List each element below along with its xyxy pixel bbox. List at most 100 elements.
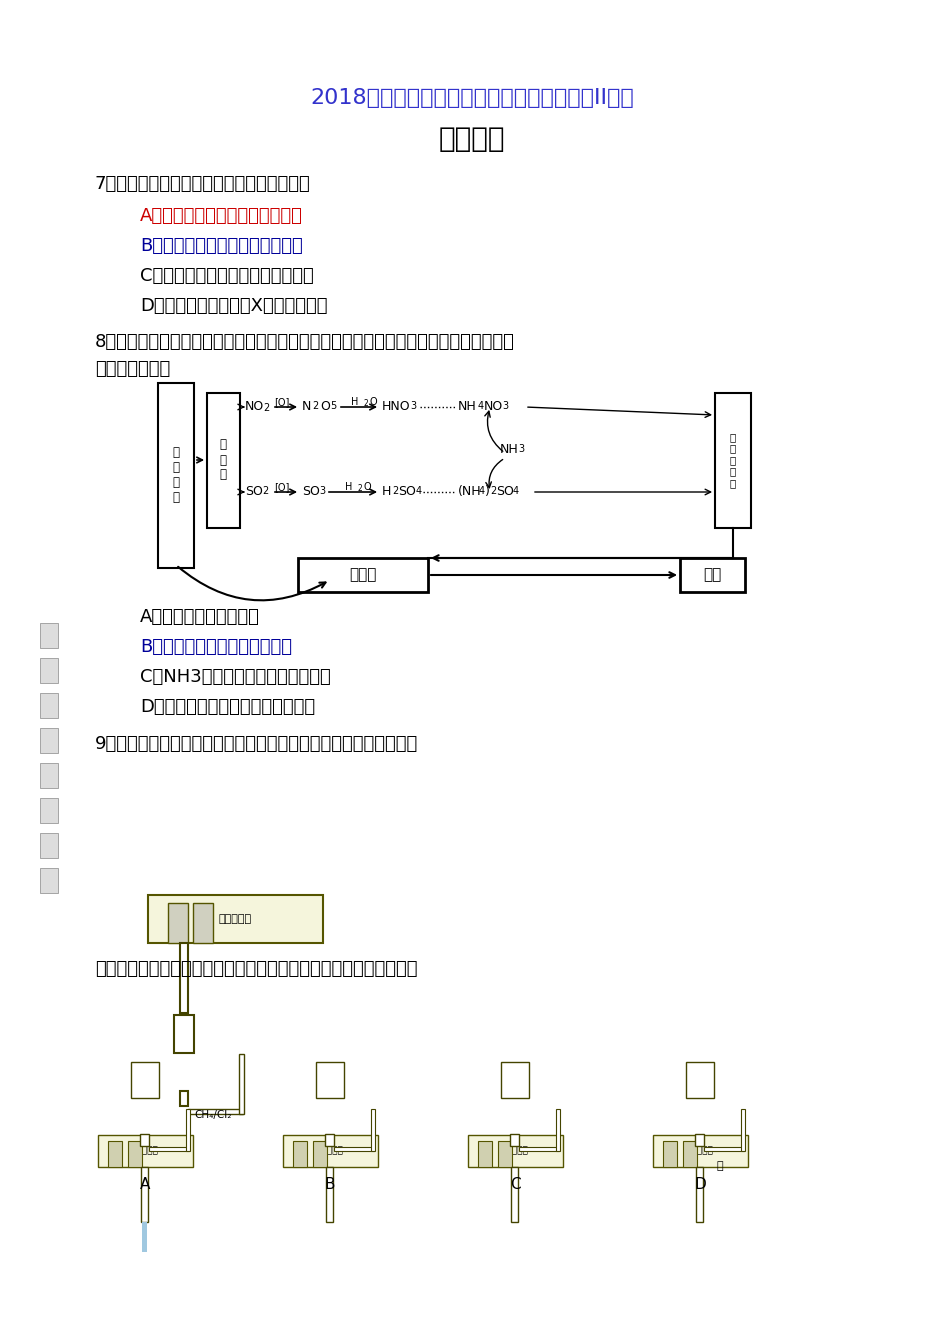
Text: C．NH3是形成无机颗粒物的催化剂: C．NH3是形成无机颗粒物的催化剂 [140,668,330,686]
Text: D: D [694,1177,705,1193]
Text: B: B [325,1177,335,1193]
Text: 3: 3 [410,401,415,410]
Bar [511,1167,517,1222]
Bar [740,1108,744,1151]
Text: 2018年普通高等学校全国统一考试（新课标II卷）: 2018年普通高等学校全国统一考试（新课标II卷） [310,88,633,108]
Bar [315,1062,344,1098]
Text: 饱和食盐水: 饱和食盐水 [218,915,251,924]
Text: H: H [345,483,352,492]
Bar [40,833,58,858]
Bar [297,558,428,592]
Bar [40,658,58,683]
Text: 8．研究表明，氮氧化物和二氧化硫在形成雾霾时与大气中的氨有关（如下图所示），下: 8．研究表明，氮氧化物和二氧化硫在形成雾霾时与大气中的氨有关（如下图所示），下 [95,333,514,352]
Bar [40,868,58,893]
Text: O: O [362,483,370,492]
Bar [127,1140,142,1167]
Text: C．氢氧化铝可用于中和过多的胃酸: C．氢氧化铝可用于中和过多的胃酸 [140,267,313,285]
Bar [239,1054,244,1114]
Text: 饱和食盐水: 饱和食盐水 [316,1147,343,1155]
Text: 7．化学与生活密切相关，下列说法错误的是: 7．化学与生活密切相关，下列说法错误的是 [95,175,311,193]
Text: 2: 2 [312,401,318,410]
Text: 燃
料
燃
烧: 燃 料 燃 烧 [173,447,179,504]
Text: 列叙述错误的是: 列叙述错误的是 [95,360,170,378]
Bar [148,894,323,943]
Text: SO: SO [244,485,262,497]
Text: O: O [320,400,329,413]
Bar [467,1135,563,1167]
Bar [186,1108,190,1151]
Text: 5: 5 [329,401,336,410]
Bar [179,943,188,1013]
Text: 2: 2 [262,402,269,413]
Text: 4: 4 [479,487,484,496]
Text: 3: 3 [501,401,508,410]
Text: 2: 2 [362,398,367,408]
Bar [703,1147,743,1151]
Bar [663,1140,676,1167]
Text: H: H [351,397,359,406]
Text: 气
体
物: 气 体 物 [219,439,227,481]
Text: 2: 2 [392,487,397,496]
Bar [282,1135,378,1167]
Bar [40,798,58,824]
Text: 饱和食盐水: 饱和食盐水 [131,1147,159,1155]
Bar [40,729,58,753]
Text: B．漂白粉可用于生活用水的消毒: B．漂白粉可用于生活用水的消毒 [140,237,302,255]
Text: D．雾霾的形成与过度施用氮肥有关: D．雾霾的形成与过度施用氮肥有关 [140,698,314,717]
Bar [98,1135,193,1167]
Text: ): ) [484,485,489,497]
Bar [142,1222,147,1251]
Text: 雾霾: 雾霾 [702,567,720,583]
Bar [333,1147,374,1151]
Text: SO: SO [397,485,415,497]
Text: O: O [368,397,377,406]
Text: 油: 油 [716,1161,722,1171]
Text: B．雾霾中含有硝酸铵和硫酸铵: B．雾霾中含有硝酸铵和硫酸铵 [140,638,292,656]
Bar [478,1140,492,1167]
Text: (NH: (NH [458,485,481,497]
Bar [555,1108,560,1151]
Text: SO: SO [302,485,319,497]
Bar [141,1167,148,1222]
Text: D．碳酸钡可用于胃肠X射线造影检查: D．碳酸钡可用于胃肠X射线造影检查 [140,297,328,316]
Text: 3: 3 [517,444,524,455]
Bar [40,623,58,648]
Text: [O]: [O] [274,483,290,492]
Text: 4: 4 [478,401,483,410]
Bar [685,1062,714,1098]
Text: 光照下反应一段时间后，下列装置示意图中能正确反应实验现象的是: 光照下反应一段时间后，下列装置示意图中能正确反应实验现象的是 [95,960,417,977]
Bar [188,1108,243,1114]
Text: NO: NO [244,400,264,413]
Bar [312,1140,327,1167]
Text: 化学部分: 化学部分 [438,124,505,152]
Bar [680,558,744,592]
Text: HNO: HNO [381,400,411,413]
Bar [207,393,240,528]
Text: NH: NH [458,400,476,413]
Text: 无
机
颗
粒
物: 无 机 颗 粒 物 [729,432,735,488]
Bar [500,1062,529,1098]
Bar [371,1108,375,1151]
Bar [326,1167,332,1222]
Bar [108,1140,122,1167]
Text: 4: 4 [513,487,518,496]
Bar [179,1091,188,1106]
Bar [149,1147,189,1151]
Bar [158,382,194,568]
Bar [168,902,188,943]
Bar [193,902,212,943]
Text: 2: 2 [490,487,496,496]
Text: A．碳酸钠可用于去除餐具的油污: A．碳酸钠可用于去除餐具的油污 [140,207,303,225]
Bar [497,1140,512,1167]
Bar [694,1134,703,1146]
Bar [652,1135,748,1167]
Bar [174,1015,194,1054]
Bar [518,1147,559,1151]
Text: A: A [140,1177,150,1193]
Bar [683,1140,697,1167]
Text: 2: 2 [261,487,268,496]
Text: 3: 3 [319,487,325,496]
Text: 2: 2 [357,484,362,493]
Text: N: N [302,400,311,413]
Bar [131,1062,159,1098]
